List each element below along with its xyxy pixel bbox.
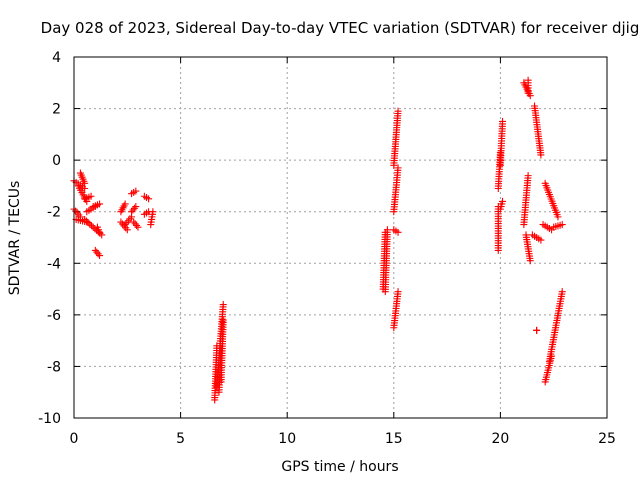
data-point: [524, 89, 532, 97]
data-point: [96, 200, 104, 208]
data-point: [394, 228, 402, 236]
data-point: [81, 215, 89, 223]
data-point: [96, 228, 104, 236]
data-point: [219, 301, 227, 309]
data-point: [537, 151, 545, 159]
y-tick-label: -8: [47, 359, 61, 375]
data-points: [70, 76, 566, 404]
data-point: [558, 221, 566, 229]
data-point: [499, 117, 507, 125]
y-tick-label: -10: [38, 411, 61, 427]
data-point: [219, 316, 227, 324]
data-point: [537, 236, 545, 244]
data-point: [132, 187, 140, 195]
grid-layer: [74, 57, 607, 418]
data-point: [86, 220, 94, 228]
data-point: [526, 257, 534, 265]
data-point: [81, 179, 89, 187]
data-point: [84, 219, 92, 227]
data-point: [558, 288, 566, 296]
y-tick-label: -2: [47, 205, 61, 221]
data-point: [87, 192, 95, 200]
data-point: [145, 195, 153, 203]
data-point: [554, 213, 562, 221]
data-point: [499, 197, 507, 205]
x-tick-label: 10: [278, 431, 296, 447]
data-point: [383, 226, 391, 234]
data-point: [533, 326, 541, 334]
data-point: [82, 217, 90, 225]
data-point: [524, 172, 532, 180]
data-point: [394, 288, 402, 296]
y-tick-label: 2: [52, 102, 61, 118]
x-tick-label: 0: [70, 431, 79, 447]
x-tick-label: 15: [385, 431, 403, 447]
y-tick-label: 4: [52, 50, 61, 66]
data-point: [87, 222, 95, 230]
data-point: [149, 208, 157, 216]
y-axis-label: SDTVAR / TECUs: [7, 181, 23, 296]
x-tick-label: 5: [176, 431, 185, 447]
data-point: [134, 223, 142, 231]
data-point: [394, 107, 402, 115]
data-point: [394, 164, 402, 172]
data-point: [121, 200, 129, 208]
data-point: [94, 250, 102, 258]
plot-frame: [73, 56, 608, 419]
y-tick-label: -4: [47, 256, 61, 272]
x-tick-label: 25: [598, 431, 616, 447]
data-point: [132, 203, 140, 211]
data-point: [133, 221, 141, 229]
x-axis-label: GPS time / hours: [281, 459, 398, 475]
y-tick-label: -6: [47, 308, 61, 324]
data-point: [123, 226, 131, 234]
chart-title: Day 028 of 2023, Sidereal Day-to-day VTE…: [41, 19, 640, 37]
y-tick-label: 0: [52, 153, 61, 169]
x-tick-label: 20: [491, 431, 509, 447]
data-point: [130, 204, 138, 212]
data-point: [96, 252, 104, 260]
data-point: [76, 213, 84, 221]
